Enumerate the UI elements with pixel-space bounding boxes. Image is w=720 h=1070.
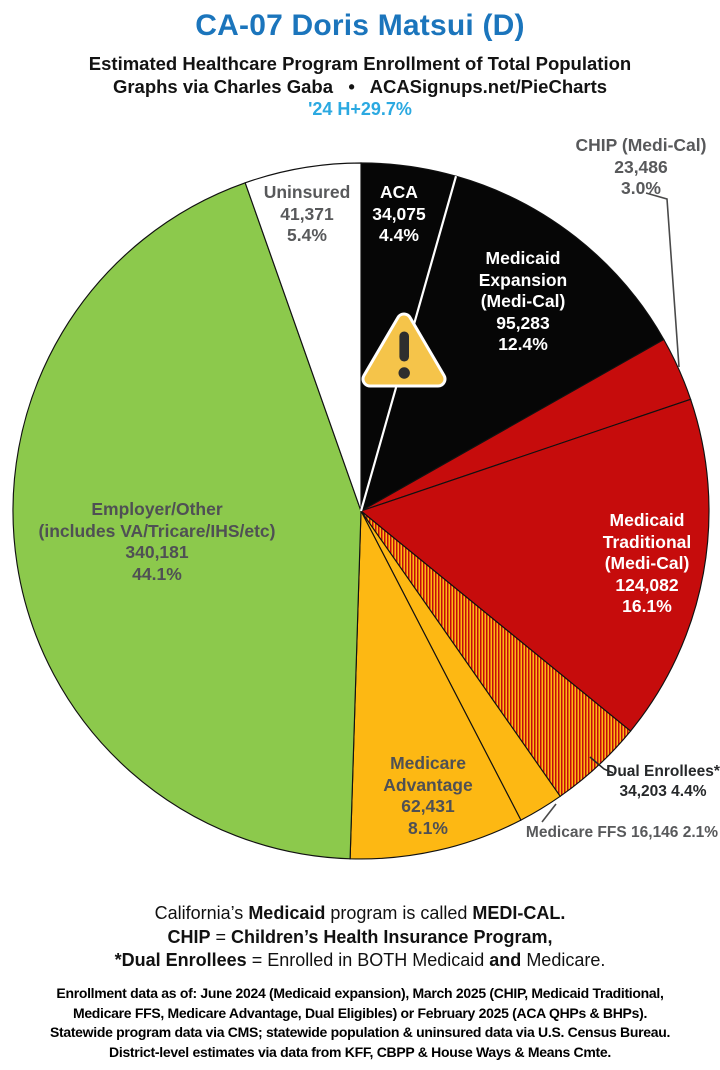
legend-note-line: *Dual Enrollees = Enrolled in BOTH Medic… <box>114 950 606 970</box>
pie-slice-medicaid-expansion <box>360 175 665 513</box>
growth-note: '24 H+29.7% <box>308 99 412 119</box>
dual-enrollees-leader-line <box>589 756 614 774</box>
pie-slice-uninsured <box>244 162 362 512</box>
label-dual-enrollees: Dual Enrollees* 34,203 4.4% <box>606 763 720 800</box>
legend-notes: California’s Medicaid program is called … <box>0 902 720 973</box>
warning-triangle-icon <box>361 312 447 388</box>
label-medicare-ffs: Medicare FFS 16,146 2.1% <box>525 824 719 841</box>
pie-slices <box>12 162 710 860</box>
source-notes: Enrollment data as of: June 2024 (Medica… <box>49 985 671 1061</box>
byline: Graphs via Charles Gaba • ACASignups.net… <box>112 76 608 97</box>
label-medicaid-expansion: Medicaid Expansion (Medi-Cal) 95,283 12.4% <box>478 248 568 354</box>
chart-subtitle: Estimated Healthcare Program Enrollment … <box>88 53 632 74</box>
medicare-ffs-leader-line <box>541 803 557 823</box>
label-aca: ACA 34,075 4.4% <box>372 182 426 245</box>
legend-note-line: California’s Medicaid program is called … <box>154 903 566 923</box>
pie-slice-employer-other <box>12 182 362 860</box>
legend-note-line: CHIP = Children’s Health Insurance Progr… <box>167 926 553 947</box>
pie-slice-medicare-advantage <box>349 508 522 860</box>
page-title: CA-07 Doris Matsui (D) <box>195 9 525 42</box>
pie-slice-medicaid-traditional <box>359 398 710 732</box>
label-employer-other: Employer/Other (includes VA/Tricare/IHS/e… <box>38 499 276 584</box>
label-chip: CHIP (Medi-Cal) 23,486 3.0% <box>575 135 707 198</box>
label-medicaid-traditional: Medicaid Traditional (Medi-Cal) 124,082 16.1… <box>602 510 692 616</box>
label-uninsured: Uninsured 41,371 5.4% <box>263 182 351 245</box>
label-medicare-advantage: Medicare Advantage 62,431 8.1% <box>383 753 473 838</box>
chip-leader-line <box>645 192 680 368</box>
